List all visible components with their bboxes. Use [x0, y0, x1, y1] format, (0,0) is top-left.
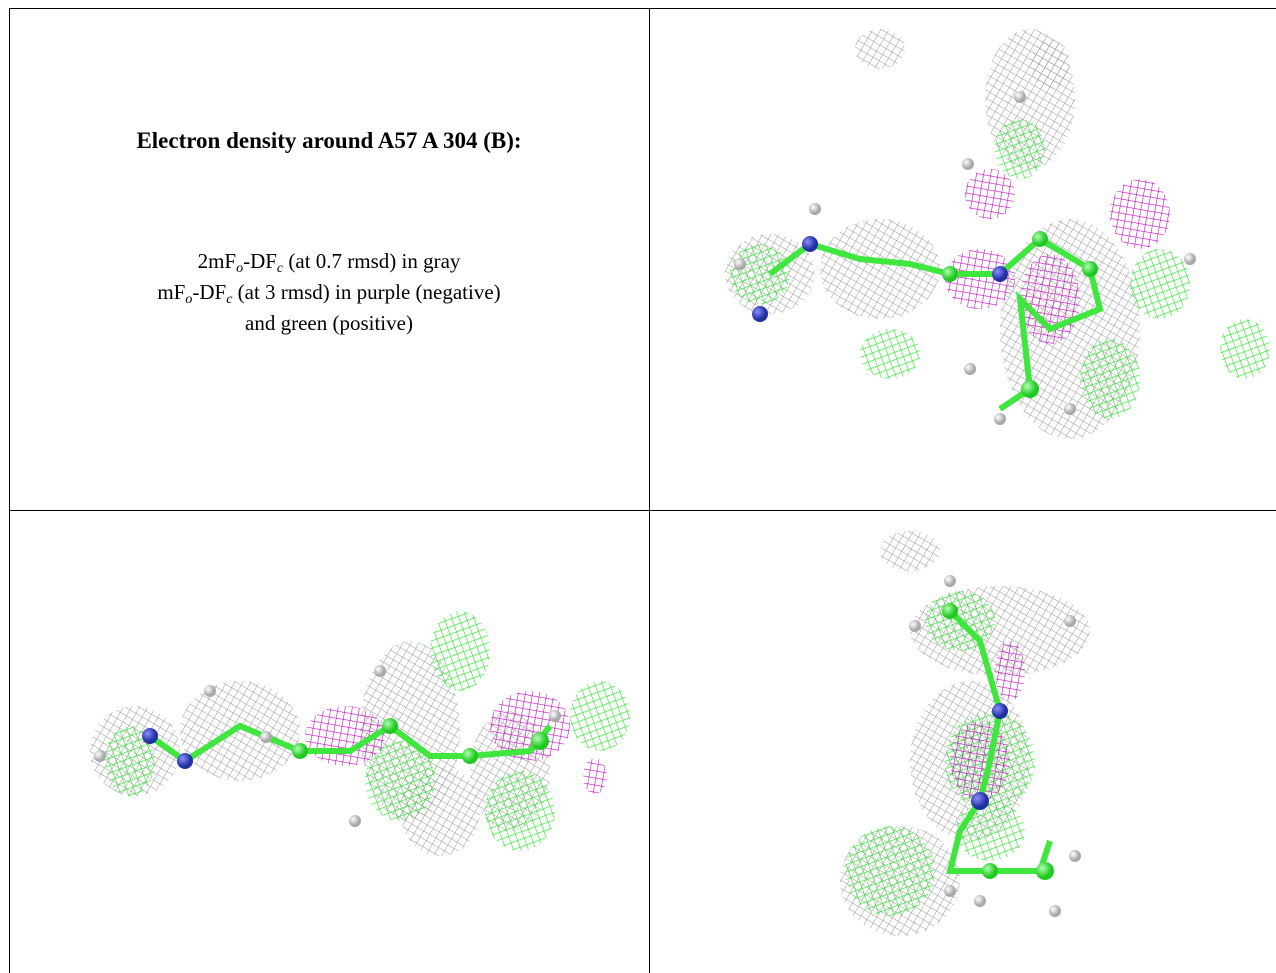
legend-text: mF	[157, 280, 185, 304]
legend-text: -DF	[192, 280, 226, 304]
page: Electron density around A57 A 304 (B): 2…	[0, 0, 1276, 973]
caption-title: Electron density around A57 A 304 (B):	[9, 128, 649, 154]
legend-text: -DF	[243, 249, 277, 273]
density-image	[650, 9, 1276, 509]
legend-text: and green (positive)	[245, 311, 413, 335]
legend-text: 2mF	[198, 249, 237, 273]
density-image	[10, 511, 649, 973]
legend-text: (at 3 rmsd) in purple (negative)	[232, 280, 500, 304]
legend-text: (at 0.7 rmsd) in gray	[283, 249, 460, 273]
legend-line: 2mFo-DFc (at 0.7 rmsd) in gray	[9, 246, 649, 277]
density-image	[650, 511, 1276, 973]
legend-line: and green (positive)	[9, 308, 649, 339]
legend-line: mFo-DFc (at 3 rmsd) in purple (negative)	[9, 277, 649, 308]
